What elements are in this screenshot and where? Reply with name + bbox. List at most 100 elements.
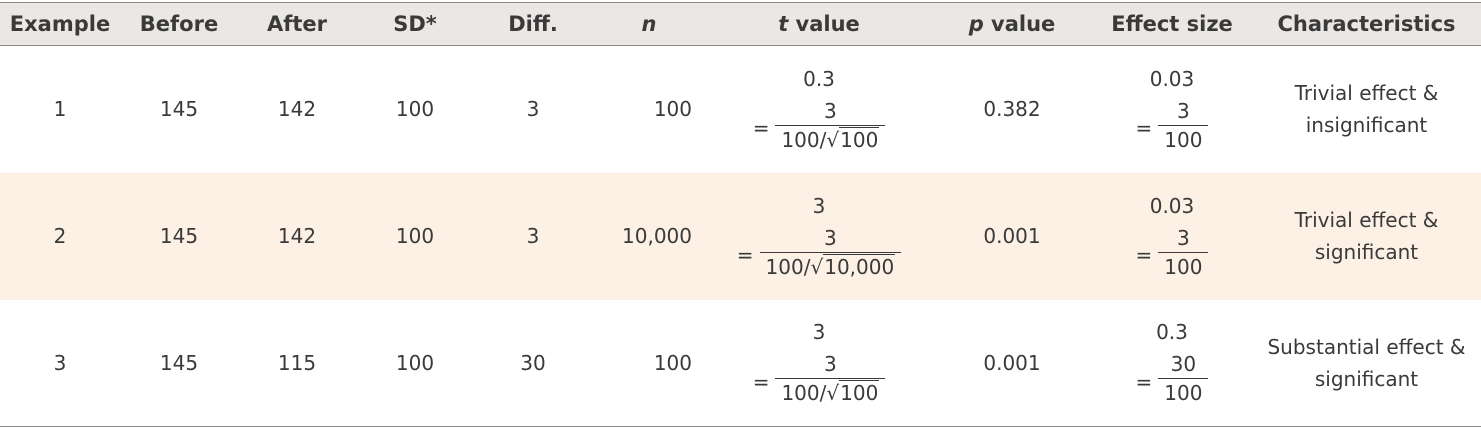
equals-sign: = [736, 243, 754, 267]
cell-p-value: 0.001 [932, 299, 1092, 427]
t-fraction: 3 100/√10,000 [759, 225, 902, 279]
es-numerator: 3 [1177, 98, 1190, 123]
cell-sd: 100 [395, 224, 435, 248]
es-denominator: 100 [1158, 251, 1209, 279]
header-after: After [238, 2, 356, 46]
header-characteristics: Characteristics [1252, 2, 1481, 46]
cell-sd: 100 [356, 299, 474, 427]
cell-after: 115 [238, 299, 356, 427]
equals-sign: = [1135, 369, 1153, 394]
cell-characteristics: Substantial effect & significant [1252, 299, 1481, 427]
equals-sign: = [1135, 243, 1153, 267]
cell-after: 142 [277, 97, 317, 122]
char-line2: insignificant [1305, 113, 1428, 138]
cell-diff: 3 [526, 97, 540, 122]
t-denominator: 100/√100 [775, 124, 886, 152]
cell-n: 100 [653, 97, 692, 122]
cell-n: 100 [592, 299, 706, 427]
t-den-left: 100/ [781, 127, 827, 152]
header-p-rest: value [983, 12, 1056, 36]
cell-effect-size: 0.3 = 30 100 [1092, 299, 1252, 427]
cell-p-value: 0.382 [983, 97, 1041, 122]
table-row: 1 145 142 100 3 100 0.3 = 3 100/√100 [0, 46, 1481, 173]
t-numerator: 3 [824, 225, 837, 250]
cell-t-value: 3 = 3 100/√100 [706, 299, 932, 427]
t-formula: 3 = 3 100/√100 [752, 320, 886, 406]
header-n: n [592, 2, 706, 46]
t-den-radicand: 10,000 [823, 253, 896, 279]
header-t-value: t value [706, 2, 932, 46]
es-result: 0.3 [1156, 320, 1188, 345]
es-formula: 0.3 = 30 100 [1136, 320, 1209, 405]
cell-t-value: 0.3 = 3 100/√100 [706, 46, 932, 173]
header-row: Example Before After SD* Diff. n t value… [0, 2, 1481, 46]
t-den-left: 100/ [781, 381, 827, 406]
cell-effect-size: 0.03 = 3 100 [1092, 173, 1252, 300]
header-n-var: n [641, 12, 657, 36]
cell-sd: 100 [395, 97, 435, 122]
char-line1: Substantial effect & [1267, 334, 1466, 359]
es-fraction: 3 100 [1158, 98, 1209, 152]
sqrt-icon: √100 [826, 380, 880, 406]
t-denominator: 100/√100 [775, 378, 886, 406]
header-before: Before [120, 2, 238, 46]
char-line2: significant [1314, 366, 1419, 391]
cell-t-value: 3 = 3 100/√10,000 [706, 173, 932, 300]
cell-example: 3 [0, 299, 120, 427]
cell-characteristics: Trivial effect & significant [1252, 173, 1481, 300]
cell-after: 142 [277, 224, 317, 248]
header-p-value: p value [932, 2, 1092, 46]
header-t-rest: value [788, 12, 860, 36]
cell-p-value: 0.001 [983, 224, 1041, 248]
t-fraction: 3 100/√100 [775, 352, 886, 406]
char-line1: Trivial effect & [1294, 208, 1439, 232]
header-diff: Diff. [474, 2, 592, 46]
es-formula: 0.03 = 3 100 [1136, 194, 1209, 279]
cell-characteristics: Trivial effect & insignificant [1252, 46, 1481, 173]
t-denominator: 100/√10,000 [759, 251, 902, 279]
t-numerator: 3 [824, 352, 837, 377]
es-result: 0.03 [1149, 193, 1195, 218]
header-sd: SD* [356, 2, 474, 46]
cell-example: 2 [53, 224, 67, 248]
es-fraction: 3 100 [1158, 225, 1209, 279]
header-t-var: t [778, 12, 789, 36]
t-den-radicand: 100 [839, 380, 880, 406]
cell-before: 145 [159, 97, 199, 122]
cell-before: 145 [159, 224, 199, 248]
cell-diff: 30 [474, 299, 592, 427]
t-result: 3 [812, 193, 826, 218]
t-formula: 3 = 3 100/√10,000 [736, 193, 902, 279]
cell-example: 1 [53, 97, 67, 122]
es-fraction: 30 100 [1158, 352, 1209, 405]
table-row: 2 145 142 100 3 10,000 3 = 3 100/√10,000 [0, 172, 1481, 300]
t-formula: 0.3 = 3 100/√100 [753, 67, 886, 152]
es-denominator: 100 [1158, 378, 1209, 405]
cell-n: 10,000 [622, 224, 692, 248]
equals-sign: = [752, 369, 770, 394]
es-numerator: 30 [1170, 352, 1197, 377]
sqrt-icon: √100 [826, 126, 880, 152]
char-line2: significant [1314, 240, 1419, 264]
header-p-var: p [968, 12, 984, 36]
t-result: 3 [812, 320, 826, 345]
cell-diff: 3 [526, 224, 540, 248]
t-den-radicand: 100 [839, 126, 880, 152]
es-formula: 0.03 = 3 100 [1136, 67, 1209, 152]
char-line1: Trivial effect & [1294, 81, 1439, 106]
es-denominator: 100 [1158, 124, 1209, 152]
sqrt-icon: √10,000 [810, 253, 896, 279]
header-example: Example [0, 2, 120, 46]
equals-sign: = [1135, 116, 1153, 141]
t-den-left: 100/ [765, 254, 811, 279]
t-result: 0.3 [803, 66, 835, 91]
t-fraction: 3 100/√100 [775, 98, 886, 152]
cell-before: 145 [120, 299, 238, 427]
cell-effect-size: 0.03 = 3 100 [1092, 46, 1252, 173]
table-row: 3 145 115 100 30 100 3 = 3 100/√100 [0, 299, 1481, 427]
equals-sign: = [752, 116, 770, 141]
t-numerator: 3 [824, 98, 837, 123]
es-numerator: 3 [1177, 225, 1190, 250]
es-result: 0.03 [1149, 66, 1195, 91]
